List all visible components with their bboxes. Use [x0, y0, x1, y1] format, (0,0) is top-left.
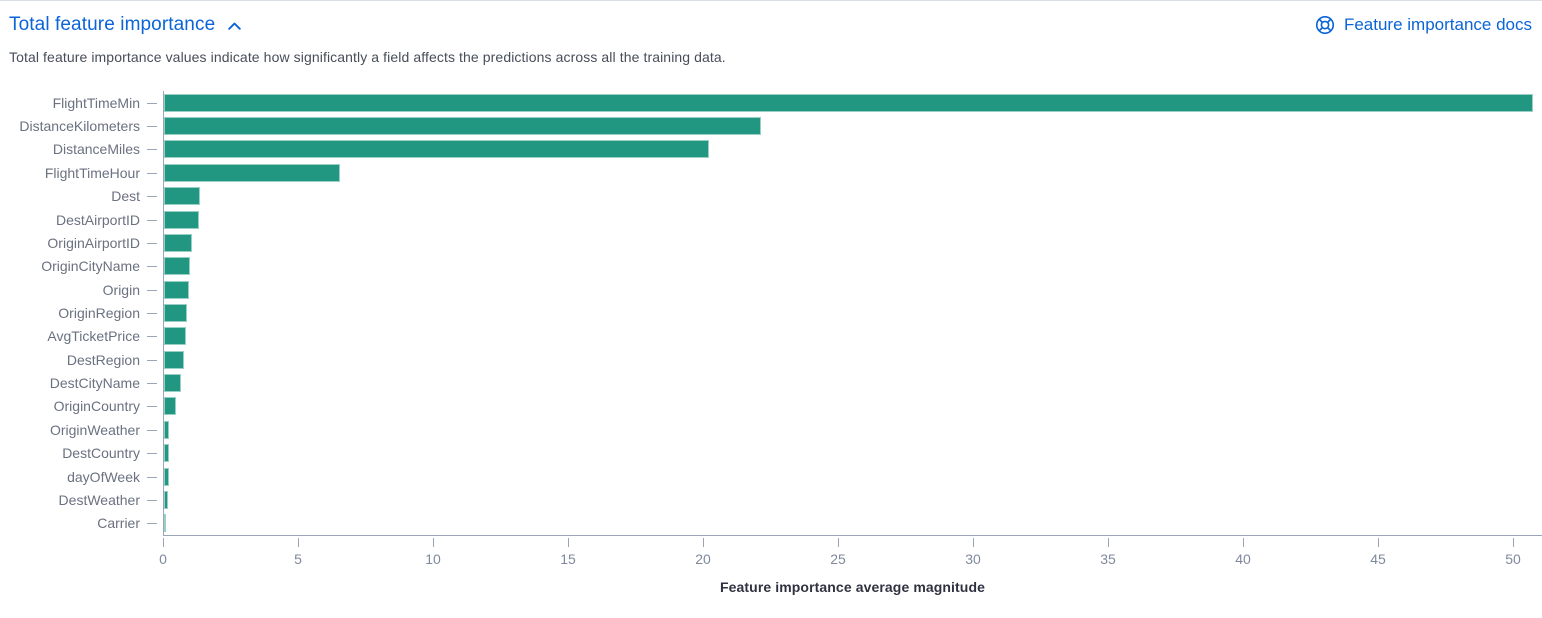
x-axis-tick-mark — [838, 538, 839, 547]
y-axis-label: OriginWeather — [49, 421, 140, 438]
y-axis-label: OriginCityName — [41, 258, 140, 275]
feature-importance-docs-link[interactable]: Feature importance docs — [1315, 15, 1532, 35]
y-axis-tick-mark — [147, 313, 157, 314]
y-axis-tick-mark — [147, 196, 157, 197]
x-axis-tick-mark — [433, 538, 434, 547]
x-axis-tick-label: 45 — [1370, 551, 1386, 567]
bar — [164, 140, 709, 158]
y-axis-label: AvgTicketPrice — [47, 328, 140, 345]
x-axis-tick-mark — [703, 538, 704, 547]
bar — [164, 94, 1533, 112]
x-axis-tick-mark — [568, 538, 569, 547]
bar — [164, 327, 186, 345]
panel-description: Total feature importance values indicate… — [9, 49, 726, 65]
bar — [164, 351, 184, 369]
y-axis-tick-mark — [147, 477, 157, 478]
x-axis-tick-label: 10 — [425, 551, 441, 567]
y-axis-tick-mark — [147, 360, 157, 361]
bar — [164, 164, 340, 182]
y-axis-tick-mark — [147, 103, 157, 104]
bar — [164, 281, 189, 299]
x-axis-tick-label: 0 — [159, 551, 167, 567]
y-axis-tick-mark — [147, 383, 157, 384]
y-axis-tick-mark — [147, 149, 157, 150]
x-axis-tick-label: 30 — [965, 551, 981, 567]
y-axis-tick-mark — [147, 336, 157, 337]
bar — [164, 234, 192, 252]
x-axis-tick-label: 50 — [1505, 551, 1521, 567]
y-axis-tick-mark — [147, 290, 157, 291]
y-axis-label: DistanceMiles — [52, 141, 140, 158]
bar — [164, 187, 200, 205]
bar — [164, 397, 176, 415]
y-axis-label: Carrier — [97, 515, 140, 532]
bar — [164, 421, 169, 439]
x-axis-title: Feature importance average magnitude — [719, 579, 985, 595]
y-axis-tick-mark — [147, 453, 157, 454]
panel-title: Total feature importance — [9, 14, 216, 35]
y-axis-label: Origin — [102, 281, 140, 298]
y-axis-label: OriginRegion — [58, 305, 140, 321]
bar — [164, 257, 190, 275]
y-axis-label: DestCityName — [49, 375, 140, 392]
x-axis-tick-label: 40 — [1235, 551, 1251, 567]
x-axis-tick-label: 20 — [695, 551, 711, 567]
y-axis-tick-mark — [147, 243, 157, 244]
bar — [164, 514, 166, 532]
x-axis-tick-mark — [1378, 538, 1379, 547]
y-axis-label: DestCountry — [62, 445, 140, 462]
x-axis-domain-line — [163, 535, 1542, 536]
x-axis-tick-label: 5 — [294, 551, 302, 567]
y-axis-tick-mark — [147, 430, 157, 431]
y-axis-label: FlightTimeHour — [44, 164, 140, 181]
x-axis-tick-label: 25 — [830, 551, 846, 567]
y-axis-label: DestAirportID — [55, 211, 140, 228]
y-axis-label: DestWeather — [58, 491, 140, 508]
y-axis-label: DestRegion — [66, 351, 140, 368]
bar — [164, 491, 168, 509]
x-axis-tick-mark — [973, 538, 974, 547]
x-axis-tick-mark — [1513, 538, 1514, 547]
bar — [164, 374, 181, 392]
y-axis-label: DistanceKilometers — [19, 118, 140, 135]
y-axis-label: dayOfWeek — [67, 468, 140, 485]
y-axis-tick-mark — [147, 126, 157, 127]
y-axis-label: OriginAirportID — [47, 234, 140, 251]
feature-importance-bar-chart: FlightTimeMin DistanceKilometers DistanceM… — [0, 89, 1542, 604]
y-axis-tick-mark — [147, 500, 157, 501]
y-axis-tick-mark — [147, 266, 157, 267]
x-axis-tick-mark — [1243, 538, 1244, 547]
y-axis-line — [163, 91, 164, 535]
x-axis-tick-label: 15 — [560, 551, 576, 567]
bar — [164, 444, 169, 462]
x-axis-tick-mark — [298, 538, 299, 547]
y-axis-tick-mark — [147, 523, 157, 524]
y-axis-tick-mark — [147, 220, 157, 221]
bar — [164, 304, 187, 322]
chevron-up-icon — [226, 18, 243, 35]
bar — [164, 211, 199, 229]
help-lifebuoy-icon — [1315, 15, 1335, 35]
y-axis-label: Dest — [111, 188, 140, 205]
y-axis-tick-mark — [147, 406, 157, 407]
bar — [164, 117, 761, 135]
panel-header: Total feature importance Feature importa… — [0, 1, 1542, 36]
x-axis-tick-mark — [163, 538, 164, 547]
y-axis-tick-mark — [147, 173, 157, 174]
total-feature-importance-toggle[interactable]: Total feature importance — [9, 14, 243, 36]
y-axis-label: FlightTimeMin — [52, 94, 140, 111]
docs-link-label: Feature importance docs — [1343, 15, 1532, 34]
x-axis-tick-label: 35 — [1100, 551, 1116, 567]
x-axis-tick-mark — [1108, 538, 1109, 547]
y-axis-label: OriginCountry — [53, 398, 140, 415]
bar — [164, 468, 169, 486]
